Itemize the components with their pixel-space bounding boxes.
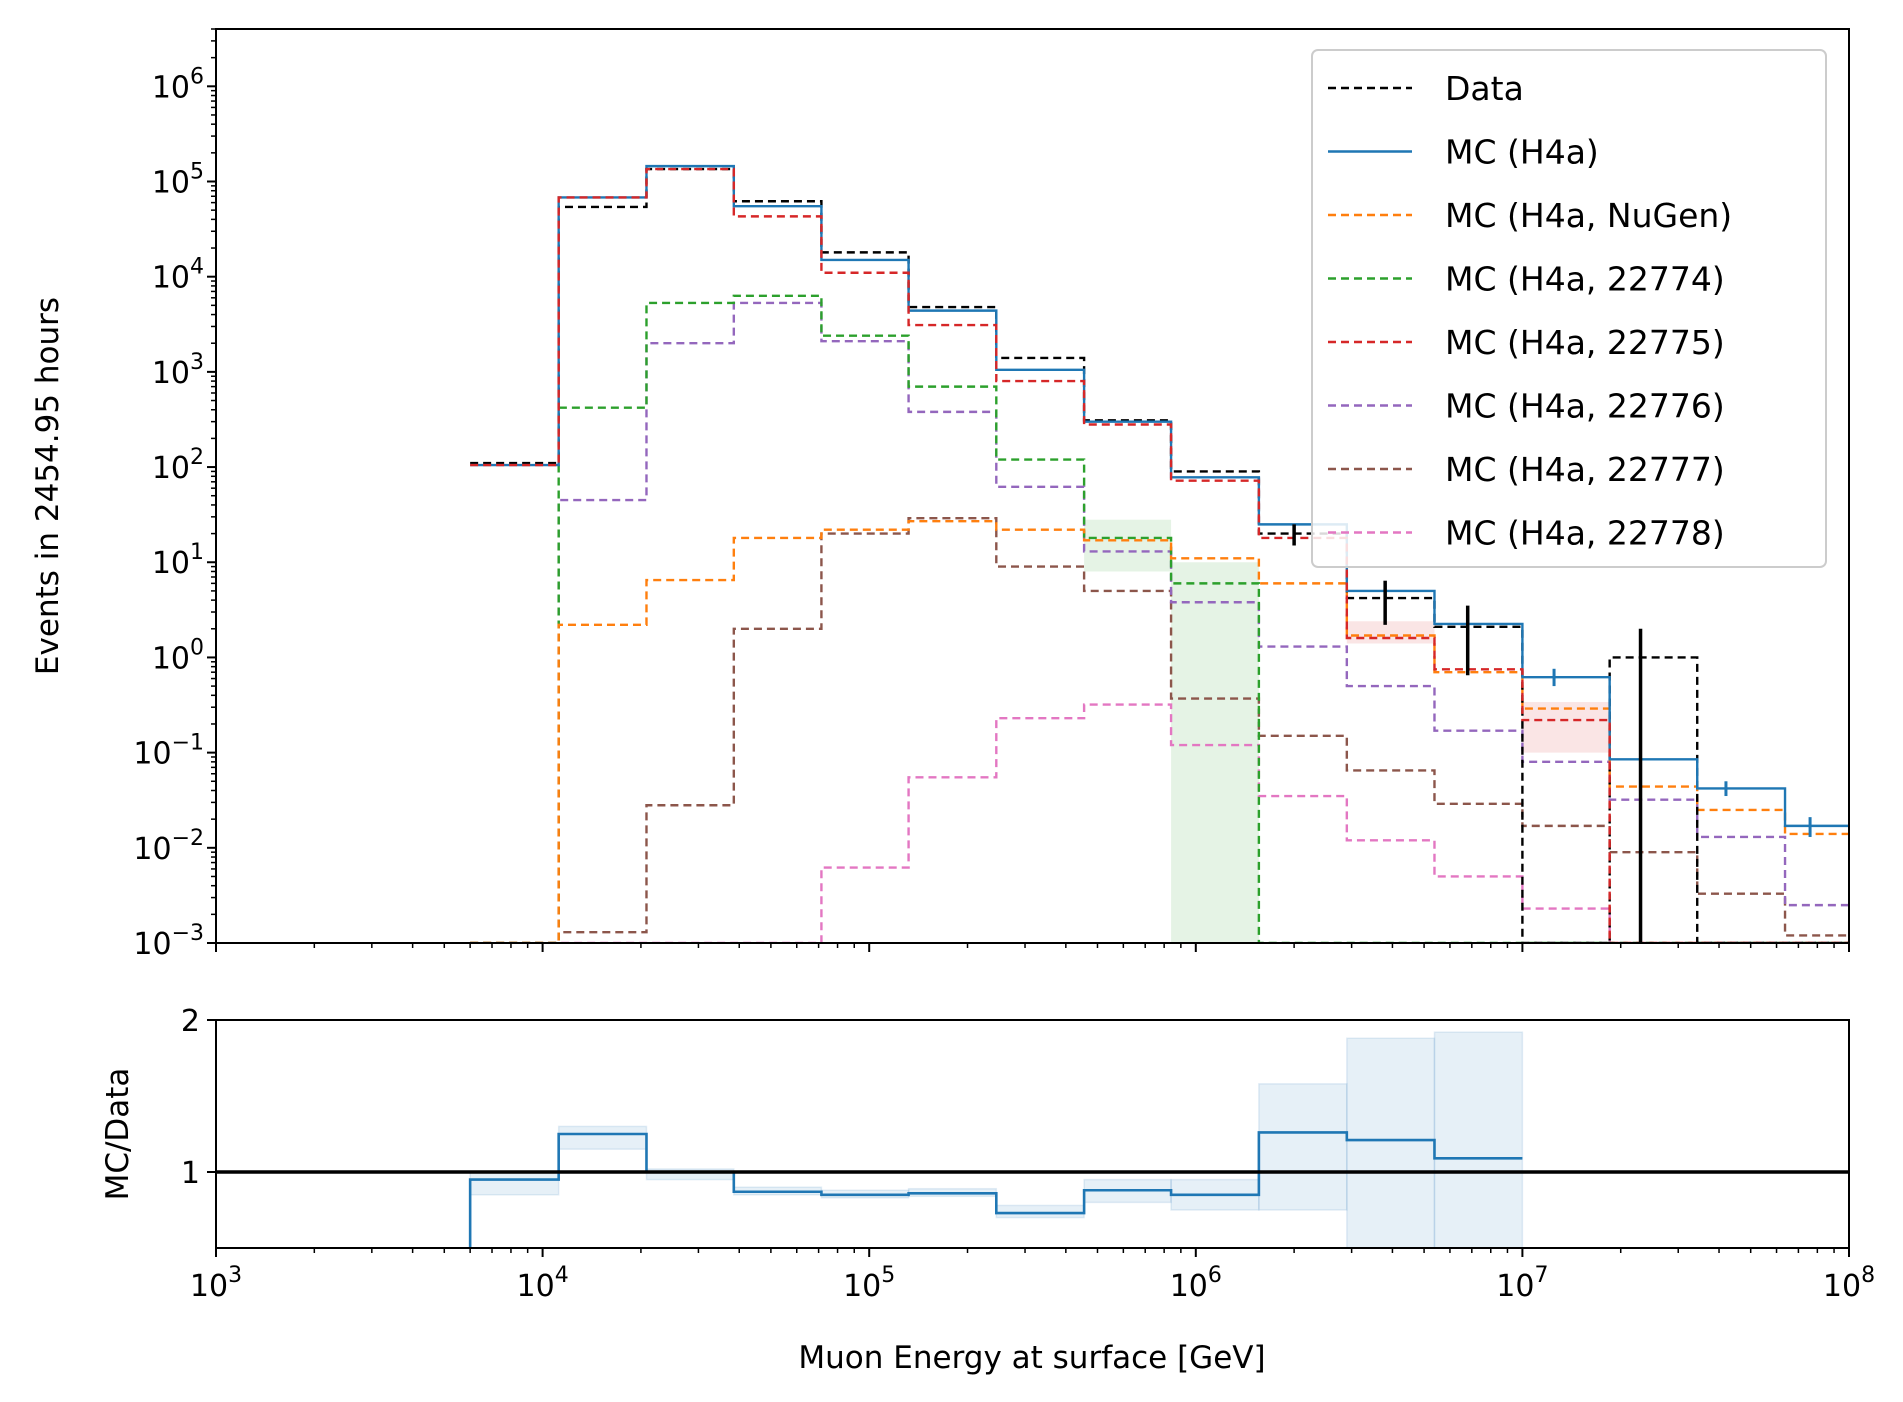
series-line-2 (470, 519, 1849, 943)
y-tick-exponent: 1 (190, 540, 204, 565)
legend-label-1: MC (H4a) (1445, 133, 1599, 172)
x-tick-base: 10 (843, 1269, 881, 1304)
ratio-y-axis-label: MC/Data (100, 1068, 136, 1201)
x-tick-label: 107 (1496, 1263, 1548, 1304)
series-line-6 (470, 517, 1849, 943)
x-tick-label: 104 (517, 1263, 569, 1304)
x-tick-base: 10 (517, 1269, 555, 1304)
y-tick-label: 10−2 (133, 826, 204, 867)
histogram-series (470, 164, 1849, 943)
ratio-band-bin-6 (995, 1204, 1085, 1219)
ratio-y-tick-label: 1 (181, 1156, 200, 1191)
y-tick-label: 106 (152, 64, 204, 105)
uncertainty-band-1-0 (1084, 519, 1172, 572)
uncertainty-band-2-1 (1522, 702, 1610, 753)
y-tick-label: 101 (152, 540, 204, 581)
x-tick-exponent: 3 (228, 1263, 242, 1288)
y-tick-label: 104 (152, 255, 204, 296)
y-tick-base: 10 (152, 356, 190, 391)
y-tick-base: 10 (133, 737, 171, 772)
uncertainty-bands (1084, 519, 1610, 943)
legend-label-4: MC (H4a, 22775) (1445, 323, 1725, 362)
y-tick-exponent: −1 (172, 731, 204, 756)
x-axis-label: Muon Energy at surface [GeV] (798, 1340, 1265, 1376)
uncertainty-band-0-0 (1171, 562, 1259, 943)
x-tick-base: 10 (1170, 1269, 1208, 1304)
x-tick-exponent: 4 (555, 1263, 569, 1288)
series-line-3 (470, 294, 1849, 943)
ratio-band-bin-0 (469, 1171, 560, 1196)
legend: Data MC (H4a) MC (H4a, NuGen) MC (H4a, 2277… (1311, 49, 1827, 568)
y-axis-label: Events in 2454.95 hours (30, 297, 66, 675)
y-tick-label: 105 (152, 159, 204, 200)
x-tick-label: 106 (1170, 1263, 1222, 1304)
legend-label-7: MC (H4a, 22778) (1445, 514, 1725, 553)
legend-frame (1311, 49, 1827, 568)
ratio-series (216, 1131, 1849, 1248)
y-tick-base: 10 (152, 70, 190, 105)
legend-label-3: MC (H4a, 22774) (1445, 260, 1725, 299)
x-tick-exponent: 5 (881, 1263, 895, 1288)
y-tick-base: 10 (133, 927, 171, 962)
y-tick-label: 10−1 (133, 731, 204, 772)
ratio-band-bin-11 (1433, 1031, 1524, 1248)
x-tick-base: 10 (1496, 1269, 1534, 1304)
series-line-7 (470, 703, 1849, 943)
ratio-band-bin-1 (557, 1125, 648, 1150)
y-tick-exponent: 4 (190, 255, 204, 280)
y-tick-exponent: 5 (190, 159, 204, 184)
x-tick-exponent: 8 (1861, 1263, 1875, 1288)
y-tick-base: 10 (152, 641, 190, 676)
y-tick-exponent: 0 (190, 635, 204, 660)
ratio-step-line (468, 1131, 1523, 1248)
ratio-y-tick-label: 2 (181, 1004, 200, 1039)
y-tick-label: 103 (152, 350, 204, 391)
x-tick-exponent: 7 (1534, 1263, 1548, 1288)
y-tick-base: 10 (152, 451, 190, 486)
y-tick-label: 10−3 (133, 921, 204, 962)
uncertainty-band-2-0 (1346, 621, 1435, 644)
legend-label-2: MC (H4a, NuGen) (1445, 196, 1732, 235)
x-tick-label: 105 (843, 1263, 895, 1304)
bottom-axes-frame (215, 1019, 1850, 1249)
y-tick-exponent: 2 (190, 445, 204, 470)
y-tick-exponent: −3 (172, 921, 204, 946)
y-tick-label: 100 (152, 635, 204, 676)
legend-label-0: Data (1445, 69, 1524, 108)
legend-label-5: MC (H4a, 22776) (1445, 387, 1725, 426)
y-tick-base: 10 (152, 546, 190, 581)
ratio-band-bin-9 (1258, 1083, 1348, 1211)
legend-label-6: MC (H4a, 22777) (1445, 450, 1725, 489)
x-tick-label: 108 (1823, 1263, 1875, 1304)
error-bars (1292, 524, 1812, 943)
y-tick-exponent: 6 (190, 64, 204, 89)
top-axes-frame (215, 28, 1850, 944)
x-tick-base: 10 (190, 1269, 228, 1304)
y-tick-label: 102 (152, 445, 204, 486)
y-tick-base: 10 (152, 261, 190, 296)
ratio-uncertainty-band (469, 1031, 1524, 1248)
x-tick-exponent: 6 (1208, 1263, 1222, 1288)
y-tick-exponent: 3 (190, 350, 204, 375)
x-tick-base: 10 (1823, 1269, 1861, 1304)
x-tick-label: 103 (190, 1263, 242, 1304)
series-line-4 (470, 167, 1849, 943)
y-tick-exponent: −2 (172, 826, 204, 851)
ratio-band-bin-10 (1346, 1037, 1436, 1248)
y-tick-base: 10 (133, 832, 171, 867)
y-tick-base: 10 (152, 165, 190, 200)
